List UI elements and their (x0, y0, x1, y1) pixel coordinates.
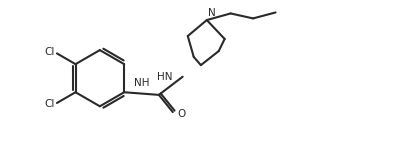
Text: Cl: Cl (45, 99, 55, 109)
Text: N: N (208, 8, 216, 18)
Text: HN: HN (157, 73, 173, 82)
Text: O: O (177, 109, 185, 119)
Text: NH: NH (134, 78, 149, 88)
Text: Cl: Cl (45, 47, 55, 57)
